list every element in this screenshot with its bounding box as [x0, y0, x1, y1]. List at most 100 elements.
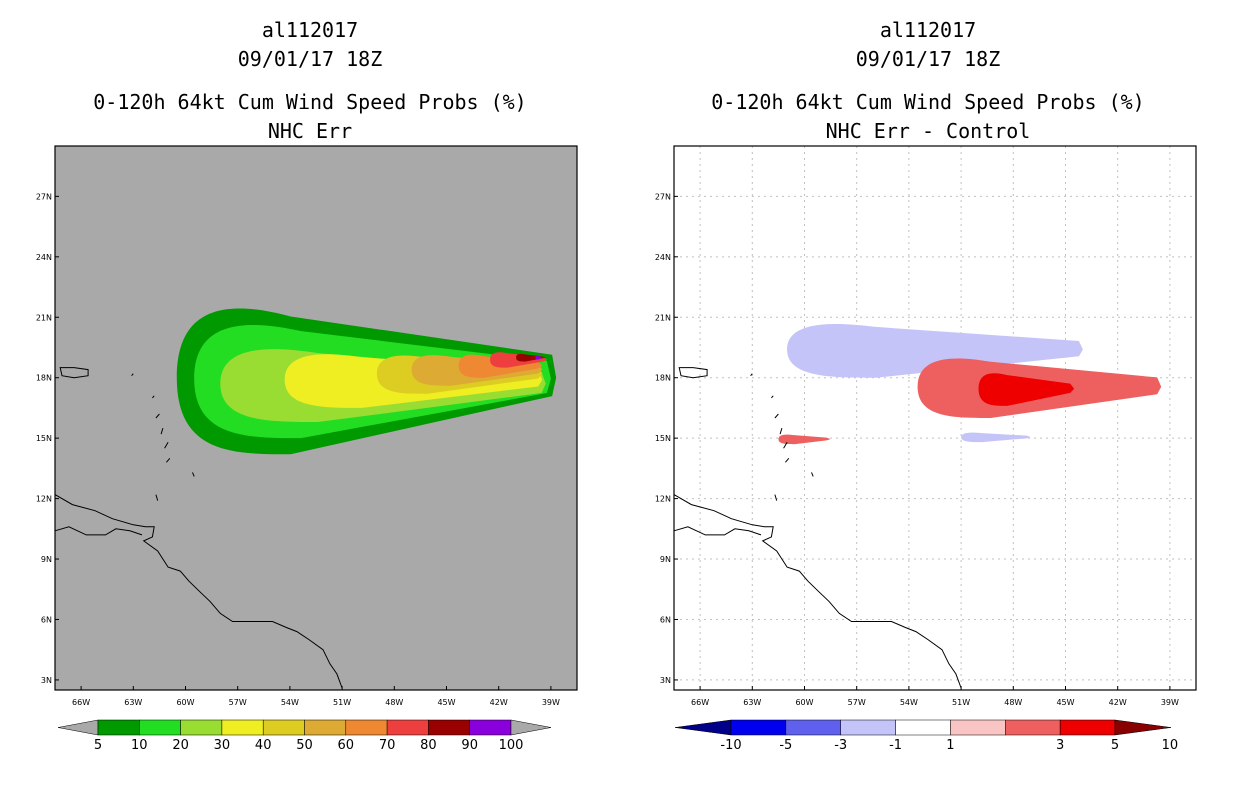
- y-tick-label: 18N: [655, 374, 671, 383]
- colorbar-segment: [386, 719, 429, 736]
- colorbar-label: -1: [889, 738, 902, 753]
- coastline-segment: [811, 472, 814, 477]
- x-tick-label: 39W: [542, 698, 560, 707]
- left-probability-field: [176, 308, 557, 455]
- y-tick-label: 24N: [36, 253, 52, 262]
- y-tick-label: 12N: [36, 495, 52, 504]
- left-colorbar: 5 10 20 30 40 50 60 70 80 90 100: [57, 719, 552, 753]
- colorbar-label: 20: [172, 738, 189, 753]
- colorbar-segment: [97, 719, 140, 736]
- x-tick-label: 54W: [281, 698, 299, 707]
- left-datetime: 09/01/17 18Z: [237, 47, 383, 71]
- contour-region-neg3: [961, 432, 1031, 443]
- coastline-segment: [774, 494, 778, 501]
- y-tick-label: 6N: [41, 615, 52, 624]
- colorbar-under-triangle: [57, 719, 99, 736]
- right-gridlines: [674, 146, 1196, 690]
- colorbar-label: -10: [720, 738, 741, 753]
- x-tick-label: 60W: [795, 698, 813, 707]
- colorbar-segment: [221, 719, 264, 736]
- x-tick-label: 48W: [1004, 698, 1022, 707]
- y-tick-label: 27N: [655, 192, 671, 201]
- left-map-frame: [54, 145, 578, 691]
- coastline-segment: [59, 367, 89, 379]
- colorbar-label: 100: [499, 738, 524, 753]
- right-map-frame: [673, 145, 1197, 691]
- coastline-segment: [673, 526, 762, 536]
- colorbar-label: 40: [255, 738, 272, 753]
- colorbar-segment: [139, 719, 181, 736]
- contour-region-5: [978, 373, 1075, 406]
- y-tick-label: 12N: [655, 495, 671, 504]
- coastline-segment: [785, 457, 790, 463]
- left-coastline: [54, 367, 343, 689]
- coastline-segment: [750, 373, 753, 377]
- colorbar-segment: [469, 719, 512, 736]
- left-axis-ticks: 66W 63W 60W 57W 54W 51W 48W 45W 42W 39W 27N 24N 21N 1…: [36, 192, 560, 707]
- x-tick-label: 63W: [743, 698, 761, 707]
- colorbar-label: 10: [131, 738, 148, 753]
- colorbar-segment: [180, 719, 223, 736]
- colorbar-segment: [950, 719, 1006, 736]
- right-axis-ticks: 66W 63W 60W 57W 54W 51W 48W 45W 42W 39W 27N 24N 21N 1…: [655, 192, 1179, 707]
- contour-region-neg3: [787, 323, 1083, 378]
- y-tick-label: 3N: [41, 676, 52, 685]
- x-tick-label: 63W: [124, 698, 142, 707]
- x-tick-label: 39W: [1161, 698, 1179, 707]
- coastline-segment: [779, 427, 783, 435]
- x-tick-label: 60W: [176, 698, 194, 707]
- right-storm-id: al112017: [879, 18, 977, 42]
- colorbar-over-triangle: [1114, 719, 1172, 736]
- right-colorbar: -10 -5 -3 -1 1 3 5 10: [674, 719, 1179, 753]
- colorbar-label: -3: [834, 738, 847, 753]
- x-tick-label: 57W: [848, 698, 866, 707]
- colorbar-label: 80: [420, 738, 437, 753]
- right-chart-title: 0-120h 64kt Cum Wind Speed Probs (%): [711, 90, 1145, 114]
- coastline-segment: [54, 526, 143, 536]
- coastline-segment: [164, 441, 169, 449]
- coastline-segment: [155, 413, 160, 419]
- colorbar-under-triangle: [674, 719, 732, 736]
- colorbar-segment: [785, 719, 841, 736]
- y-tick-label: 15N: [36, 434, 52, 443]
- coastline-segment: [131, 373, 134, 377]
- contour-region-80: [516, 353, 546, 362]
- colorbar-label: 5: [94, 738, 102, 753]
- x-tick-label: 45W: [1056, 698, 1074, 707]
- y-tick-label: 27N: [36, 192, 52, 201]
- contour-region-90: [535, 355, 546, 360]
- right-panel-title: al112017 09/01/17 18Z 0-120h 64kt Cum Wi…: [668, 17, 1188, 147]
- colorbar-segment: [345, 719, 388, 736]
- x-tick-label: 57W: [229, 698, 247, 707]
- colorbar-segment: [1059, 719, 1116, 736]
- y-tick-label: 3N: [660, 676, 671, 685]
- colorbar-label: 1: [946, 738, 954, 753]
- colorbar-segment: [304, 719, 347, 736]
- coastline-segment: [166, 457, 171, 463]
- coastline-segment: [192, 472, 195, 477]
- colorbar-label: 3: [1056, 738, 1064, 753]
- x-tick-label: 66W: [72, 698, 90, 707]
- x-tick-label: 51W: [333, 698, 351, 707]
- coastline-segment: [771, 395, 774, 399]
- y-tick-label: 15N: [655, 434, 671, 443]
- left-map-panel: 66W 63W 60W 57W 54W 51W 48W 45W 42W 39W 27N 24N 21N 1…: [36, 145, 578, 707]
- coastline-segment: [155, 494, 159, 501]
- coastline-segment: [678, 367, 708, 379]
- colorbar-label: 10: [1162, 738, 1179, 753]
- x-tick-label: 48W: [385, 698, 403, 707]
- colorbar-segment: [428, 719, 470, 736]
- colorbar-segment: [262, 719, 305, 736]
- y-tick-label: 6N: [660, 615, 671, 624]
- coastline-segment: [783, 441, 788, 449]
- left-chart-title: 0-120h 64kt Cum Wind Speed Probs (%): [93, 90, 527, 114]
- x-tick-label: 54W: [900, 698, 918, 707]
- coastline-segment: [152, 395, 155, 399]
- contour-region-3: [778, 434, 831, 445]
- colorbar-label: 50: [296, 738, 313, 753]
- y-tick-label: 9N: [41, 555, 52, 564]
- colorbar-segment: [730, 719, 787, 736]
- right-map-panel: 66W 63W 60W 57W 54W 51W 48W 45W 42W 39W 27N 24N 21N 1…: [655, 145, 1197, 707]
- colorbar-segment: [895, 719, 951, 736]
